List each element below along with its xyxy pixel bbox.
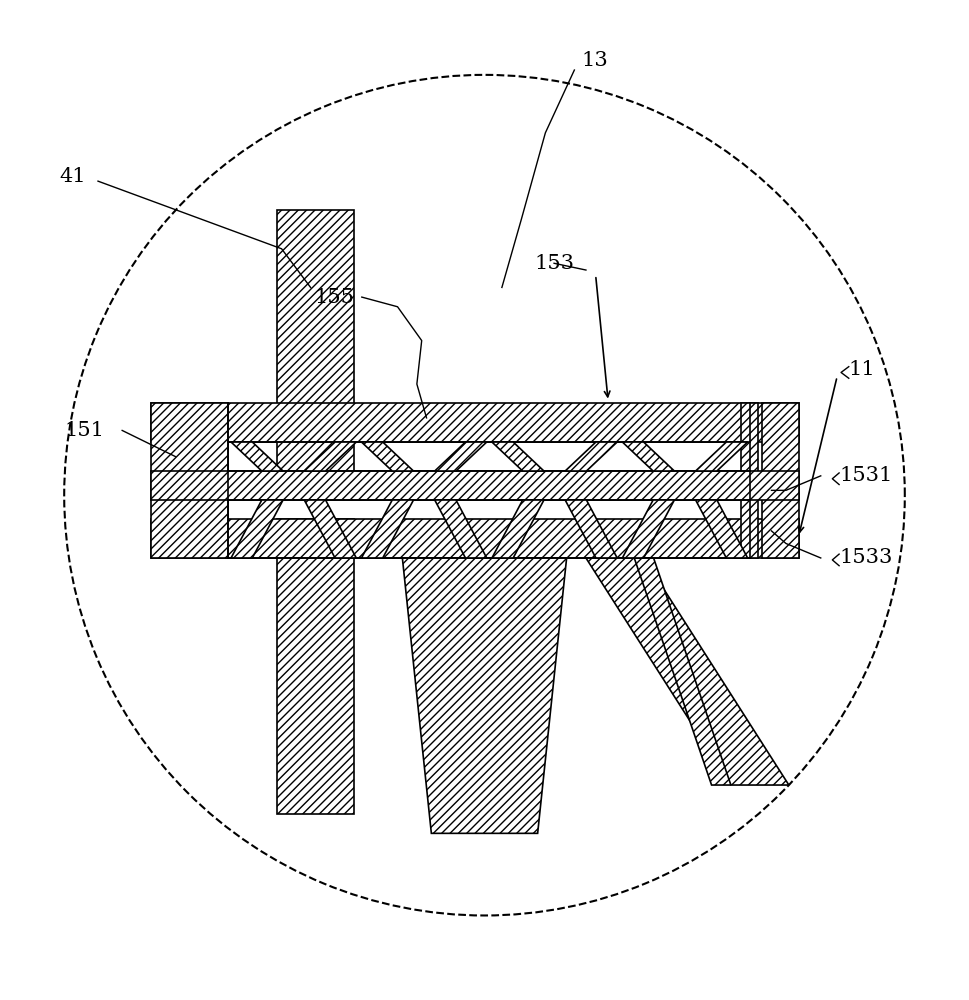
Polygon shape bbox=[696, 500, 748, 558]
Polygon shape bbox=[361, 500, 414, 558]
Polygon shape bbox=[304, 442, 357, 471]
Text: 11: 11 bbox=[849, 360, 876, 379]
Polygon shape bbox=[492, 442, 544, 471]
Bar bbox=[740, 403, 758, 558]
Polygon shape bbox=[435, 442, 486, 471]
Bar bbox=[762, 403, 798, 558]
Polygon shape bbox=[622, 442, 674, 471]
Bar bbox=[277, 210, 354, 481]
Text: 153: 153 bbox=[534, 254, 574, 273]
Bar bbox=[151, 471, 798, 500]
Text: 1531: 1531 bbox=[839, 466, 892, 485]
Text: 155: 155 bbox=[315, 288, 355, 307]
Bar bbox=[151, 403, 798, 442]
Bar bbox=[229, 500, 750, 558]
Polygon shape bbox=[402, 558, 567, 833]
Polygon shape bbox=[565, 500, 617, 558]
Polygon shape bbox=[231, 442, 283, 471]
Polygon shape bbox=[696, 442, 748, 471]
Polygon shape bbox=[435, 500, 486, 558]
Bar bbox=[277, 519, 354, 814]
Polygon shape bbox=[361, 442, 414, 471]
Polygon shape bbox=[622, 500, 674, 558]
Polygon shape bbox=[304, 500, 357, 558]
Text: 1533: 1533 bbox=[839, 548, 892, 567]
Bar bbox=[229, 442, 750, 471]
Polygon shape bbox=[565, 442, 617, 471]
Polygon shape bbox=[635, 558, 731, 785]
Polygon shape bbox=[586, 558, 789, 785]
Polygon shape bbox=[492, 500, 544, 558]
Polygon shape bbox=[231, 500, 283, 558]
Text: 151: 151 bbox=[64, 421, 105, 440]
Bar bbox=[151, 403, 229, 558]
Bar bbox=[151, 519, 798, 558]
Text: 13: 13 bbox=[581, 51, 608, 70]
Text: 41: 41 bbox=[59, 167, 86, 186]
